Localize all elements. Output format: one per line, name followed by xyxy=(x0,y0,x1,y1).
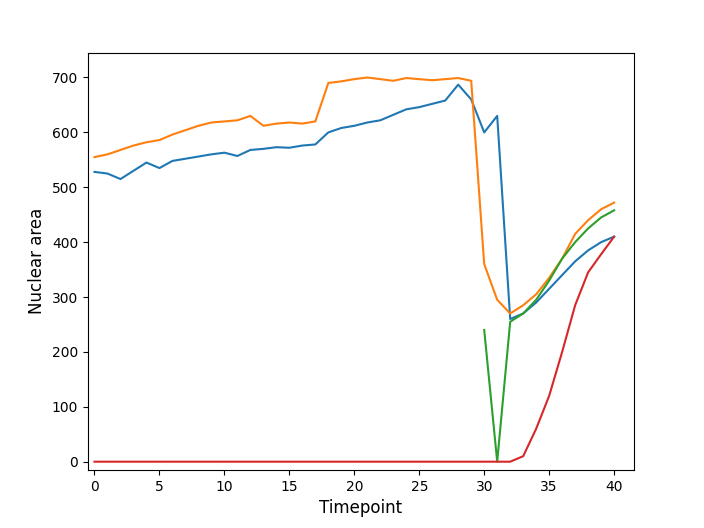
Y-axis label: Nuclear area: Nuclear area xyxy=(28,208,46,315)
X-axis label: Timepoint: Timepoint xyxy=(319,499,403,517)
